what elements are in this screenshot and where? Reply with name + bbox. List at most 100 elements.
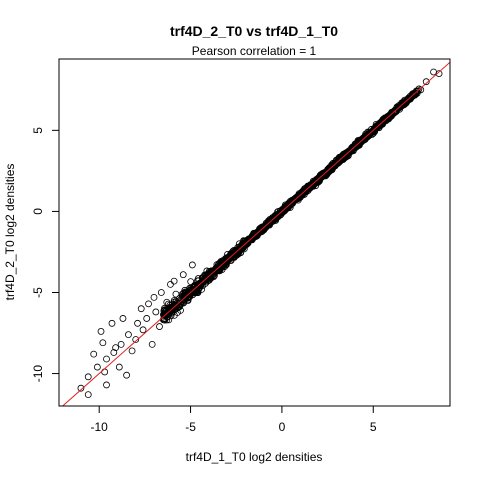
data-point bbox=[359, 136, 367, 144]
data-point bbox=[385, 113, 393, 121]
data-point bbox=[430, 68, 437, 76]
y-tick-label: -5 bbox=[31, 287, 45, 298]
data-point bbox=[163, 298, 171, 306]
data-point bbox=[189, 288, 197, 296]
data-point bbox=[328, 162, 336, 170]
data-point bbox=[267, 217, 275, 225]
data-point bbox=[212, 265, 220, 273]
data-point bbox=[304, 185, 311, 193]
x-axis-label: trf4D_1_T0 log2 densities bbox=[186, 450, 323, 464]
y-axis-label: trf4D_2_T0 log2 densities bbox=[3, 164, 17, 301]
data-point bbox=[391, 108, 399, 116]
y-tick-label: 0 bbox=[31, 208, 45, 215]
y-tick-label: 5 bbox=[31, 127, 45, 134]
data-point bbox=[206, 271, 213, 279]
data-point bbox=[167, 280, 174, 288]
data-point bbox=[103, 355, 110, 363]
data-point bbox=[152, 308, 160, 316]
data-point bbox=[417, 86, 425, 94]
data-point bbox=[112, 344, 120, 352]
data-point bbox=[313, 176, 321, 183]
data-point bbox=[97, 328, 105, 335]
data-point bbox=[409, 91, 417, 98]
data-point bbox=[212, 267, 220, 275]
data-point bbox=[384, 112, 392, 120]
data-point bbox=[123, 371, 131, 379]
y-tick-label: -10 bbox=[31, 365, 45, 383]
data-point bbox=[252, 231, 260, 239]
data-point bbox=[170, 277, 178, 285]
data-point bbox=[143, 315, 151, 322]
data-point bbox=[115, 363, 123, 371]
data-point bbox=[260, 225, 268, 233]
data-point bbox=[230, 250, 238, 258]
data-point bbox=[335, 156, 343, 164]
data-point bbox=[289, 198, 297, 205]
data-point bbox=[125, 331, 132, 339]
data-point bbox=[171, 303, 178, 311]
data-point bbox=[84, 391, 92, 399]
data-point bbox=[225, 256, 233, 264]
data-point bbox=[236, 247, 244, 254]
data-point bbox=[134, 319, 141, 327]
data-point bbox=[187, 278, 195, 286]
data-point bbox=[422, 78, 430, 86]
data-point bbox=[93, 363, 101, 371]
data-point bbox=[117, 340, 125, 348]
chart-subtitle: Pearson correlation = 1 bbox=[192, 44, 317, 58]
data-point bbox=[204, 275, 212, 283]
data-point bbox=[397, 102, 405, 110]
chart-title: trf4D_2_T0 vs trf4D_1_T0 bbox=[170, 23, 338, 39]
data-point bbox=[132, 336, 140, 343]
data-point bbox=[170, 311, 178, 319]
x-tick-label: -10 bbox=[91, 420, 109, 434]
data-point bbox=[435, 70, 443, 77]
data-point bbox=[157, 289, 165, 296]
data-point bbox=[250, 234, 258, 242]
data-point bbox=[248, 234, 256, 241]
data-point bbox=[244, 239, 251, 247]
data-point bbox=[163, 313, 171, 321]
data-point bbox=[119, 315, 127, 322]
data-point bbox=[198, 285, 206, 293]
data-point bbox=[139, 326, 147, 334]
data-point bbox=[223, 257, 231, 265]
data-point bbox=[150, 293, 158, 301]
data-point bbox=[128, 347, 136, 355]
data-point bbox=[372, 124, 380, 132]
data-point bbox=[219, 260, 227, 268]
data-point bbox=[137, 305, 145, 313]
identity-line bbox=[61, 61, 450, 406]
data-point bbox=[179, 271, 187, 279]
data-point bbox=[161, 311, 169, 319]
data-point bbox=[296, 193, 304, 201]
data-point bbox=[243, 241, 251, 248]
x-axis: -10 -5 0 5 bbox=[91, 405, 377, 434]
data-point bbox=[348, 147, 355, 155]
data-point bbox=[304, 185, 312, 193]
data-point bbox=[284, 204, 291, 211]
data-point bbox=[351, 142, 359, 150]
data-point bbox=[321, 168, 329, 176]
data-point bbox=[275, 210, 283, 218]
x-tick-label: 5 bbox=[370, 420, 377, 434]
data-point bbox=[398, 101, 406, 109]
data-point bbox=[236, 246, 244, 254]
data-point bbox=[101, 368, 109, 376]
x-tick-label: 0 bbox=[279, 420, 286, 434]
data-point bbox=[172, 290, 180, 298]
data-point bbox=[341, 153, 349, 161]
data-point bbox=[90, 350, 98, 358]
data-point bbox=[271, 212, 279, 220]
data-point bbox=[357, 138, 365, 146]
data-point bbox=[103, 381, 110, 389]
data-point bbox=[244, 239, 252, 246]
data-point bbox=[77, 384, 85, 392]
data-point bbox=[277, 207, 284, 215]
data-point bbox=[148, 340, 156, 348]
data-point bbox=[345, 147, 353, 155]
data-point bbox=[412, 90, 420, 98]
y-axis: -10 -5 0 5 bbox=[31, 127, 60, 383]
data-point bbox=[401, 98, 409, 105]
